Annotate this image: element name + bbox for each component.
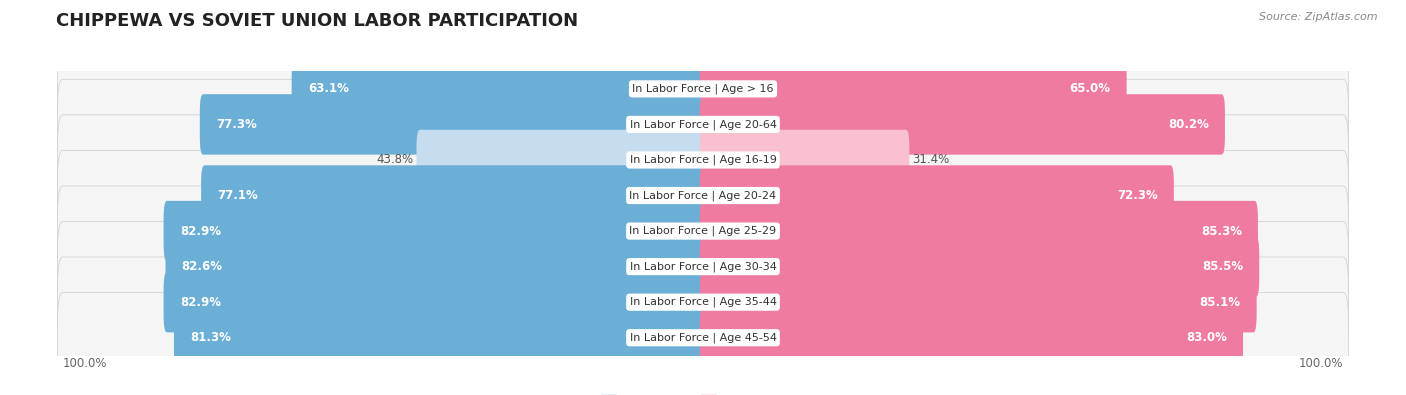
Text: 43.8%: 43.8% (377, 154, 413, 166)
FancyBboxPatch shape (163, 272, 706, 333)
FancyBboxPatch shape (201, 166, 706, 226)
FancyBboxPatch shape (58, 79, 1348, 169)
FancyBboxPatch shape (58, 293, 1348, 383)
Text: In Labor Force | Age 30-34: In Labor Force | Age 30-34 (630, 261, 776, 272)
FancyBboxPatch shape (700, 130, 910, 190)
Text: In Labor Force | Age 20-64: In Labor Force | Age 20-64 (630, 119, 776, 130)
Text: 85.1%: 85.1% (1199, 296, 1240, 308)
FancyBboxPatch shape (58, 186, 1348, 276)
Text: CHIPPEWA VS SOVIET UNION LABOR PARTICIPATION: CHIPPEWA VS SOVIET UNION LABOR PARTICIPA… (56, 12, 578, 30)
FancyBboxPatch shape (166, 236, 706, 297)
Text: 80.2%: 80.2% (1168, 118, 1209, 131)
FancyBboxPatch shape (58, 150, 1348, 241)
Text: In Labor Force | Age 20-24: In Labor Force | Age 20-24 (630, 190, 776, 201)
FancyBboxPatch shape (58, 115, 1348, 205)
Text: 65.0%: 65.0% (1070, 83, 1111, 95)
Text: 77.3%: 77.3% (217, 118, 257, 131)
FancyBboxPatch shape (58, 222, 1348, 312)
Text: In Labor Force | Age > 16: In Labor Force | Age > 16 (633, 84, 773, 94)
Text: 82.9%: 82.9% (180, 296, 221, 308)
FancyBboxPatch shape (416, 130, 706, 190)
Text: 100.0%: 100.0% (1299, 357, 1343, 370)
Legend: Chippewa, Soviet Union: Chippewa, Soviet Union (598, 391, 808, 395)
FancyBboxPatch shape (291, 59, 706, 119)
Text: 83.0%: 83.0% (1187, 331, 1227, 344)
Text: 85.3%: 85.3% (1201, 225, 1241, 237)
Text: In Labor Force | Age 45-54: In Labor Force | Age 45-54 (630, 333, 776, 343)
Text: 63.1%: 63.1% (308, 83, 349, 95)
FancyBboxPatch shape (700, 272, 1257, 333)
FancyBboxPatch shape (200, 94, 706, 154)
Text: 72.3%: 72.3% (1116, 189, 1157, 202)
Text: In Labor Force | Age 25-29: In Labor Force | Age 25-29 (630, 226, 776, 236)
FancyBboxPatch shape (700, 307, 1243, 368)
Text: 100.0%: 100.0% (63, 357, 107, 370)
Text: 81.3%: 81.3% (190, 331, 231, 344)
Text: 82.6%: 82.6% (181, 260, 222, 273)
FancyBboxPatch shape (58, 257, 1348, 347)
FancyBboxPatch shape (174, 307, 706, 368)
FancyBboxPatch shape (700, 166, 1174, 226)
FancyBboxPatch shape (700, 201, 1258, 261)
FancyBboxPatch shape (700, 94, 1225, 154)
Text: In Labor Force | Age 16-19: In Labor Force | Age 16-19 (630, 155, 776, 165)
Text: 31.4%: 31.4% (912, 154, 950, 166)
FancyBboxPatch shape (700, 236, 1260, 297)
Text: 82.9%: 82.9% (180, 225, 221, 237)
FancyBboxPatch shape (700, 59, 1126, 119)
FancyBboxPatch shape (58, 44, 1348, 134)
Text: 85.5%: 85.5% (1202, 260, 1243, 273)
Text: 77.1%: 77.1% (218, 189, 259, 202)
Text: Source: ZipAtlas.com: Source: ZipAtlas.com (1260, 12, 1378, 22)
FancyBboxPatch shape (163, 201, 706, 261)
Text: In Labor Force | Age 35-44: In Labor Force | Age 35-44 (630, 297, 776, 307)
